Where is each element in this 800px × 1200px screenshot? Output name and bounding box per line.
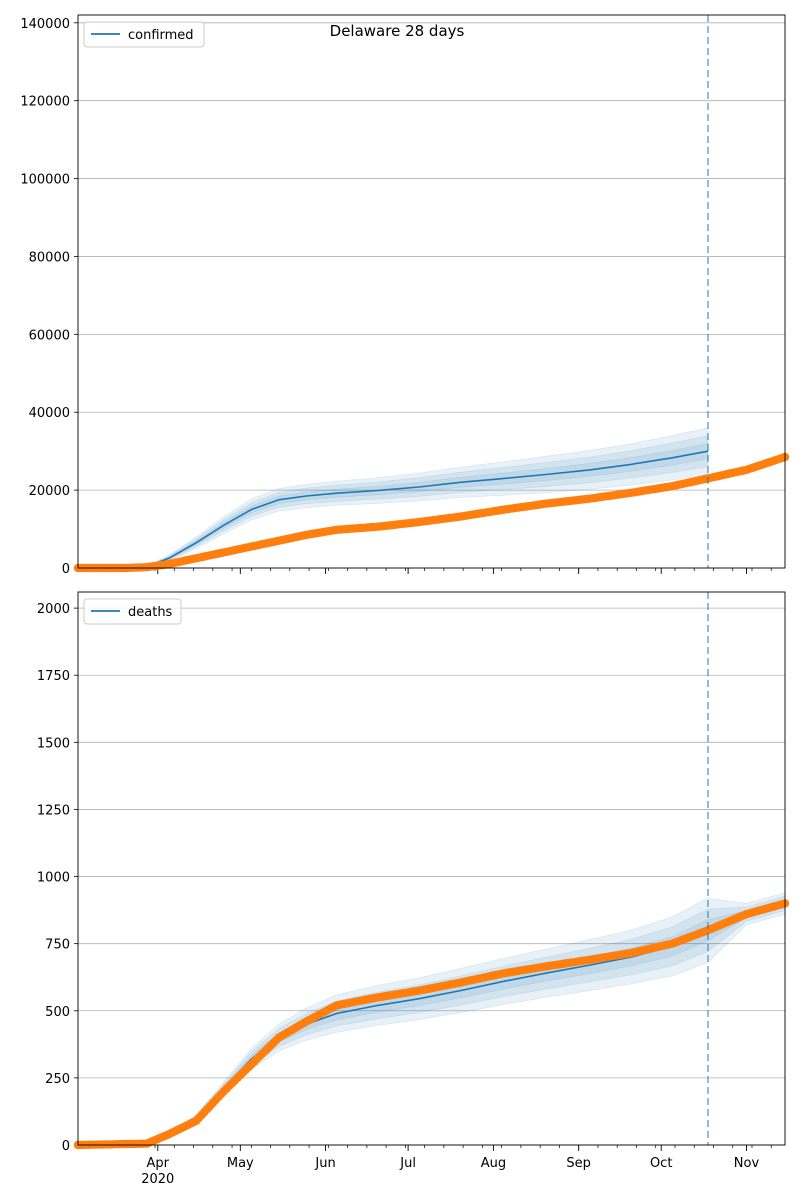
- x-tick-label: Sep: [566, 1156, 591, 1171]
- x-tick-label: Jul: [399, 1156, 416, 1171]
- x-tick-label: Apr: [147, 1156, 170, 1171]
- y-tick-label: 140000: [20, 17, 70, 32]
- uncertainty-band: [78, 427, 709, 569]
- y-tick-label: 1750: [37, 669, 70, 684]
- y-tick-label: 0: [62, 1139, 70, 1154]
- legend-label: deaths: [128, 605, 173, 620]
- plot-frame: [77, 14, 786, 569]
- y-tick-label: 1250: [37, 803, 70, 818]
- y-tick-label: 80000: [29, 250, 70, 265]
- y-tick-label: 1500: [37, 736, 70, 751]
- y-tick-label: 0: [62, 562, 70, 577]
- x-tick-label: Nov: [734, 1156, 760, 1171]
- legend-box: [83, 21, 205, 48]
- x-tick-label: May: [227, 1156, 254, 1171]
- x-tick-label: Jun: [314, 1156, 335, 1171]
- x-tick-label: Aug: [481, 1156, 506, 1171]
- confirmed-panel: 0 20000 40000 60000 80000 100000 120000 140000 c…: [20, 14, 790, 577]
- y-tick-label: 120000: [20, 95, 70, 110]
- legend-label: confirmed: [128, 28, 194, 43]
- y-tick-label: 100000: [20, 173, 70, 188]
- y-tick-label: 250: [45, 1072, 70, 1087]
- y-tick-label: 60000: [29, 328, 70, 343]
- y-tick-label: 40000: [29, 406, 70, 421]
- chart-title: Delaware 28 days: [330, 22, 465, 40]
- y-tick-label: 2000: [37, 602, 70, 617]
- x-tick-label: Oct: [650, 1156, 672, 1171]
- y-tick-label: 500: [45, 1005, 70, 1020]
- model-line: [78, 450, 709, 569]
- y-tick-label: 1000: [37, 871, 70, 886]
- plot-frame: [77, 591, 786, 1146]
- y-tick-label: 20000: [29, 484, 70, 499]
- y-tick-label: 750: [45, 938, 70, 953]
- x-year-label: 2020: [141, 1172, 174, 1187]
- uncertainty-band: [78, 435, 709, 569]
- legend-box: [83, 598, 182, 625]
- uncertainty-band: [78, 443, 709, 569]
- uncertainty-band: [77, 899, 786, 1146]
